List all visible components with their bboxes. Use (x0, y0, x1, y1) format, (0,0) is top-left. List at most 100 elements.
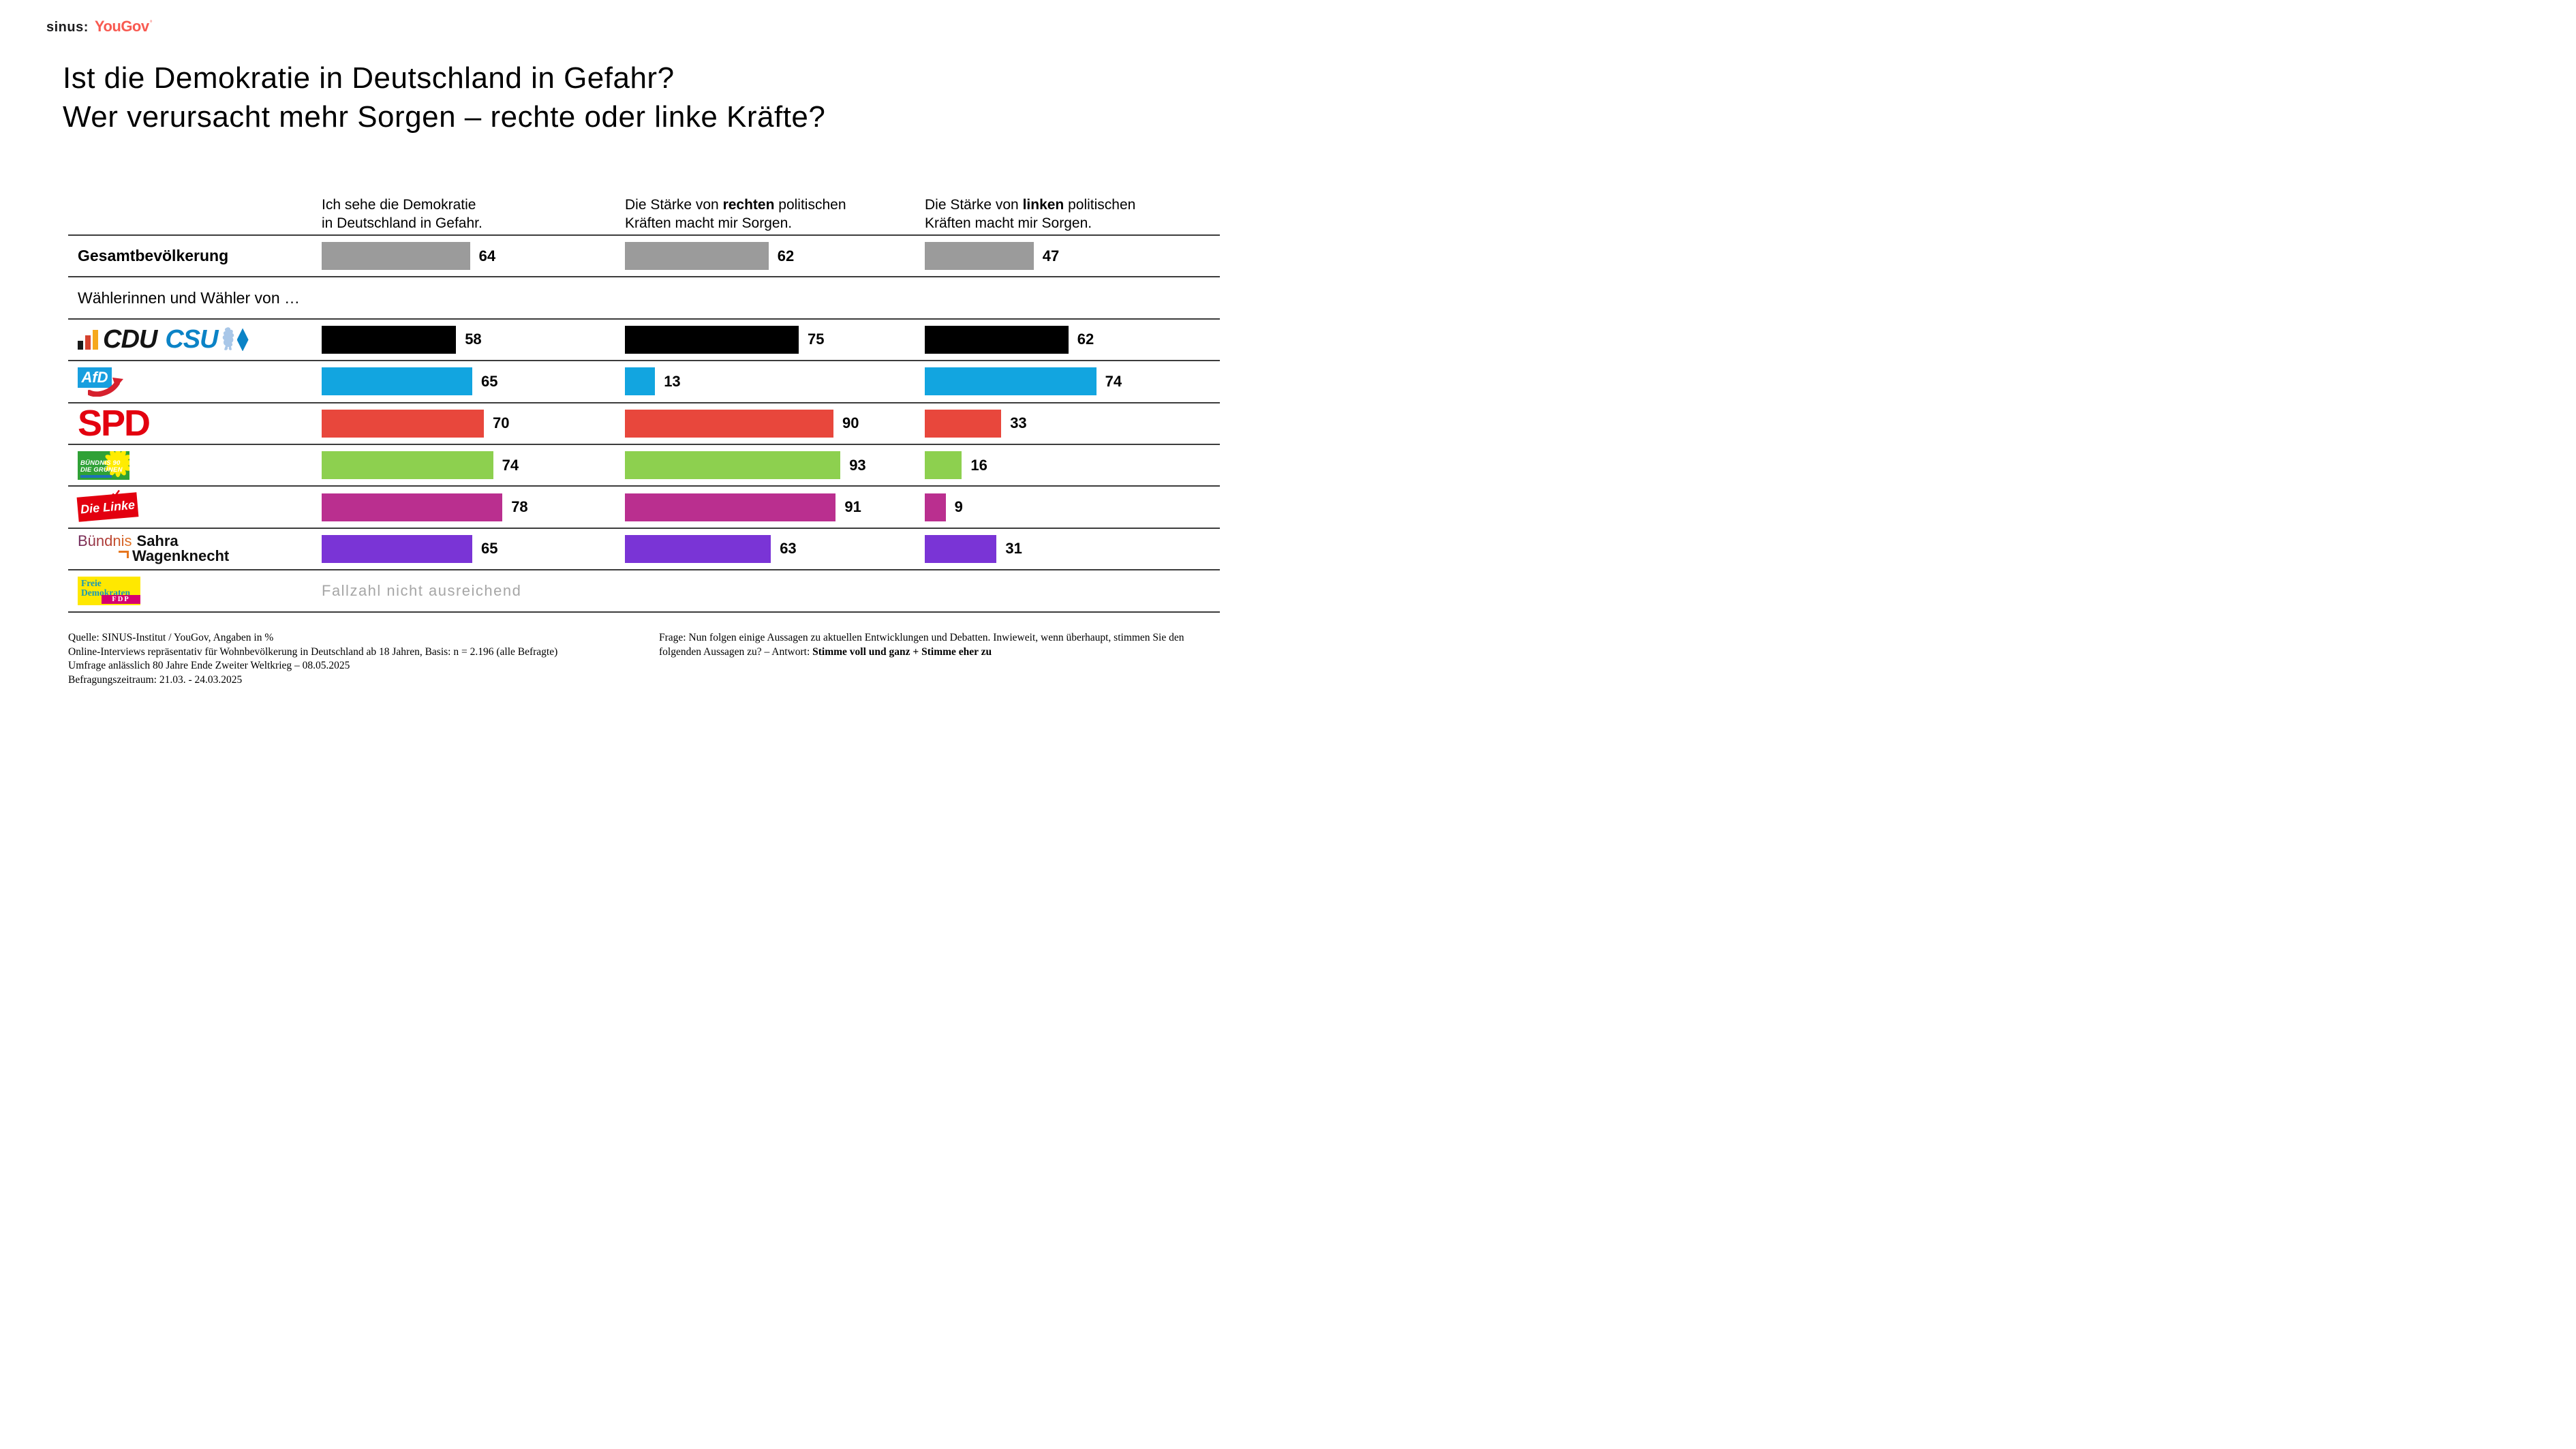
page-title: Ist die Demokratie in Deutschland in Gef… (63, 59, 825, 136)
bar-spd-col3: 33 (925, 403, 1027, 444)
csu-wordmark: CSU (165, 324, 218, 354)
bar-bsw-col1: 65 (322, 529, 497, 569)
bar (625, 409, 833, 438)
gruene-blue-stripe (80, 474, 112, 478)
bar (925, 325, 1069, 354)
bsw-sahra-wordmark: Sahra (136, 532, 179, 550)
bar-spd-col2: 90 (625, 403, 859, 444)
table-row-dielinke: Die Linke 78 91 9 (68, 487, 1220, 529)
fdp-wordmark-line1: Freie (81, 577, 102, 588)
source-footnote: Quelle: SINUS-Institut / YouGov, Angaben… (68, 632, 558, 686)
bar (925, 493, 946, 521)
table-row-gruene: BÜNDNIS 90 DIE GRÜNEN 74 93 16 (68, 445, 1220, 487)
bar-value-label: 65 (481, 540, 498, 558)
afd-wordmark: AfD (81, 368, 108, 386)
bar-value-label: 74 (502, 456, 519, 474)
bar-value-label: 65 (481, 372, 498, 390)
bar-value-label: 74 (1105, 372, 1122, 390)
table-row-gesamtbevoelkerung: Gesamtbevölkerung 64 62 47 (68, 236, 1220, 278)
bar-value-label: 62 (1077, 331, 1094, 348)
bar (322, 367, 472, 396)
dielinke-logo: Die Linke (76, 489, 139, 522)
bar-value-label: 90 (842, 414, 859, 432)
bar-value-label: 93 (849, 456, 866, 474)
no-data-note: Fallzahl nicht ausreichend (322, 581, 522, 599)
bar (322, 409, 484, 438)
title-line-1: Ist die Demokratie in Deutschland in Gef… (63, 61, 675, 95)
results-table: Gesamtbevölkerung 64 62 47 Wählerinnen u… (68, 234, 1220, 613)
bar (322, 534, 472, 563)
bar (625, 493, 836, 521)
afd-arrow-icon (88, 377, 123, 397)
registered-mark-icon: ° (149, 20, 153, 27)
bar-linke-col3: 9 (925, 487, 963, 527)
table-row-fdp: Freie Demokraten FDP Fallzahl nicht ausr… (68, 570, 1220, 613)
bar (625, 451, 841, 480)
bar-value-label: 13 (664, 372, 681, 390)
spd-logo: SPD (78, 403, 151, 444)
bar-gruene-col3: 16 (925, 445, 987, 485)
bar-value-label: 70 (493, 414, 510, 432)
bar-bsw-col3: 31 (925, 529, 1022, 569)
bsw-wagenknecht-wordmark: Wagenknecht (132, 547, 230, 565)
table-row-spd: SPD 70 90 33 (68, 403, 1220, 445)
yougov-logo: YouGov (94, 18, 149, 35)
bar-value-label: 64 (478, 247, 496, 264)
row-label-gesamtbevoelkerung: Gesamtbevölkerung (78, 247, 229, 265)
bar (625, 367, 656, 396)
bar-value-label: 47 (1042, 247, 1060, 264)
bar-linke-col2: 91 (625, 487, 861, 527)
question-footnote: Frage: Nun folgen einige Aussagen zu akt… (659, 632, 1184, 658)
fdp-badge: FDP (102, 594, 140, 604)
bar-value-label: 58 (465, 331, 482, 348)
csu-lion-icon (222, 327, 234, 351)
csu-diamond-icon (236, 328, 249, 352)
bar-value-label: 75 (808, 331, 825, 348)
bar-value-label: 91 (844, 498, 861, 516)
bar (925, 451, 962, 480)
gruene-logo: BÜNDNIS 90 DIE GRÜNEN (78, 451, 129, 480)
bar-value-label: 33 (1010, 414, 1027, 432)
bar (322, 451, 493, 480)
bar-cducsu-col1: 58 (322, 320, 482, 360)
column-header-left-forces: Die Stärke von linken politischen Kräfte… (925, 197, 1136, 231)
bar (625, 325, 799, 354)
corner-bracket-icon (119, 551, 129, 559)
bar (925, 534, 997, 563)
cducsu-logo: CDU CSU (78, 325, 249, 354)
bar-linke-col1: 78 (322, 487, 528, 527)
bar-value-label: 31 (1005, 540, 1022, 558)
table-row-afd: AfD 65 13 74 (68, 361, 1220, 403)
table-row-cducsu: CDU CSU 58 75 62 (68, 320, 1220, 362)
bar-gesamt-col3: 47 (925, 236, 1059, 276)
bar-gesamt-col1: 64 (322, 236, 495, 276)
bar (625, 242, 769, 271)
column-header-democracy: Ich sehe die Demokratie in Deutschland i… (322, 197, 482, 231)
gruene-wordmark: BÜNDNIS 90 DIE GRÜNEN (80, 459, 123, 474)
infographic-page: sinus: YouGov ° Ist die Demokratie in De… (0, 0, 1288, 724)
bar-value-label: 62 (777, 247, 795, 264)
table-row-bsw: Bündnis Sahra Wagenknecht 65 63 31 (68, 529, 1220, 571)
table-row-voters-heading: Wählerinnen und Wähler von … (68, 277, 1220, 320)
bar-cducsu-col3: 62 (925, 320, 1094, 360)
sinus-logo: sinus: (46, 20, 89, 35)
bar (925, 367, 1097, 396)
column-header-right-forces: Die Stärke von rechten politischen Kräft… (625, 197, 846, 231)
bar-value-label: 9 (954, 498, 963, 516)
bar-gesamt-col2: 62 (625, 236, 794, 276)
bar (625, 534, 771, 563)
bsw-buendnis-wordmark: Bündnis (78, 532, 132, 550)
fdp-logo: Freie Demokraten FDP (78, 576, 140, 605)
title-line-2: Wer verursacht mehr Sorgen – rechte oder… (63, 100, 826, 134)
bar-cducsu-col2: 75 (625, 320, 824, 360)
cdu-wordmark: CDU (103, 324, 157, 354)
bsw-logo: Bündnis Sahra Wagenknecht (78, 534, 229, 564)
bar (925, 409, 1002, 438)
brand-logos: sinus: YouGov ° (46, 18, 153, 35)
bar-bsw-col2: 63 (625, 529, 797, 569)
bar-value-label: 78 (511, 498, 528, 516)
bar (322, 325, 457, 354)
voters-heading: Wählerinnen und Wähler von … (78, 288, 300, 307)
bar-afd-col3: 74 (925, 361, 1122, 401)
bar-gruene-col1: 74 (322, 445, 519, 485)
